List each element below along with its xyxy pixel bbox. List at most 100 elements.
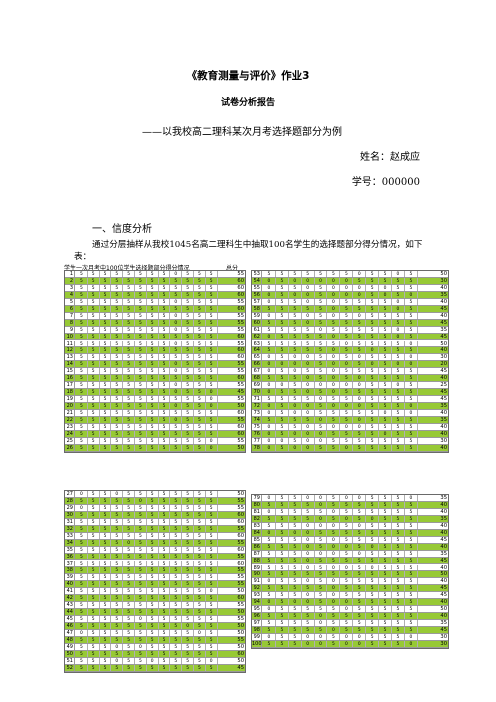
row-number: 24 (66, 430, 75, 437)
score-cell: 5 (340, 578, 354, 584)
score-cell: 0 (302, 599, 315, 605)
score-cell: 5 (379, 416, 392, 423)
score-cell: 5 (289, 550, 302, 557)
row-number: 8 (65, 319, 75, 326)
score-cell: 5 (405, 620, 418, 626)
score-cell: 0 (170, 382, 183, 388)
row-number: 49 (66, 643, 75, 650)
score-cell: 5 (276, 319, 289, 326)
score-cell: 0 (302, 640, 315, 647)
score-cell: 0 (302, 389, 315, 395)
score-cell: 5 (123, 403, 135, 409)
score-cell: 5 (315, 592, 328, 598)
score-cell: 5 (340, 501, 354, 508)
score-cell: 5 (289, 312, 302, 319)
score-cell: 0 (353, 423, 367, 430)
total-score: 55 (237, 497, 244, 504)
score-cell: 5 (392, 634, 405, 640)
score-cell: 5 (353, 592, 367, 598)
score-cell: 5 (340, 305, 354, 312)
score-cell: 5 (123, 340, 135, 347)
row-number: 97 (253, 620, 262, 627)
score-cell: 5 (147, 623, 159, 629)
table-row: 59 0 5 5 0 5 0 5 0 5 5 5 5 40 (252, 312, 448, 320)
score-cell: 0 (315, 437, 328, 444)
score-cell: 5 (206, 347, 218, 353)
score-cell: 5 (379, 437, 392, 444)
score-cell: 5 (315, 298, 328, 305)
score-cell: 5 (170, 375, 183, 381)
score-cell: 0 (315, 620, 328, 626)
score-cell: 5 (353, 606, 367, 612)
row-number: 83 (253, 522, 262, 529)
score-cell: 5 (159, 437, 171, 444)
row-number: 21 (66, 410, 75, 416)
row-number: 6 (65, 305, 75, 312)
score-cell: 5 (88, 312, 100, 319)
score-cell: 0 (353, 495, 367, 501)
score-cell: 5 (405, 430, 418, 437)
score-cell: 5 (135, 298, 147, 305)
score-cell: 5 (263, 571, 276, 577)
score-cell: 5 (366, 495, 380, 501)
score-cell: 5 (392, 495, 405, 501)
score-cell: 5 (147, 277, 159, 284)
score-cell: 5 (170, 581, 183, 587)
score-cell: 5 (123, 546, 135, 553)
score-cell: 0 (289, 444, 302, 451)
score-cell: 5 (263, 326, 276, 333)
table-row: 37 5 5 5 5 5 5 5 5 5 5 5 5 60 (65, 560, 245, 568)
score-cell: 0 (302, 319, 315, 326)
score-cell: 5 (289, 592, 302, 598)
score-cell: 5 (88, 333, 100, 340)
score-cell: 5 (182, 403, 194, 409)
score-cell: 0 (353, 271, 367, 277)
row-number: 58 (253, 305, 262, 312)
score-cell: 5 (353, 368, 367, 374)
score-cell: 5 (170, 410, 183, 416)
table-row: 50 5 5 5 5 5 5 5 5 5 5 5 5 60 (65, 650, 245, 658)
total-score: 45 (440, 368, 447, 375)
score-cell: 5 (263, 536, 276, 543)
score-cell: 0 (353, 550, 367, 557)
score-cell: 5 (182, 375, 194, 381)
score-cell: 5 (289, 571, 302, 577)
score-cell: 5 (159, 410, 171, 416)
score-cell: 0 (328, 333, 341, 340)
score-cell: 5 (182, 525, 194, 532)
row-number: 54 (253, 277, 262, 284)
score-cell: 5 (135, 602, 147, 608)
score-cell: 5 (100, 623, 112, 629)
row-number: 75 (253, 423, 262, 430)
score-cell: 5 (135, 539, 147, 546)
total-score: 45 (237, 389, 244, 396)
score-cell: 5 (379, 599, 392, 605)
score-cell: 5 (353, 585, 367, 591)
row-number: 9 (65, 326, 75, 333)
row-number: 81 (253, 508, 262, 515)
score-cell: 5 (392, 501, 405, 508)
score-cell: 5 (206, 416, 218, 423)
score-cell: 5 (194, 546, 206, 553)
score-cell: 5 (135, 630, 147, 636)
row-number: 79 (253, 495, 262, 501)
score-cell: 5 (88, 410, 100, 416)
score-cell: 5 (111, 368, 124, 374)
score-cell: 5 (340, 333, 354, 340)
table-row: 21 5 5 5 5 5 5 5 5 5 5 5 5 60 (65, 410, 245, 417)
score-cell: 5 (328, 634, 341, 640)
score-cell: 5 (135, 623, 147, 629)
score-cell: 5 (135, 396, 147, 402)
score-cell: 0 (405, 354, 418, 360)
score-cell: 5 (392, 508, 405, 515)
score-cell: 0 (328, 550, 341, 557)
score-cell: 5 (100, 368, 112, 374)
score-cell: 5 (194, 326, 206, 333)
total-score: 40 (440, 599, 447, 606)
score-cell: 5 (135, 277, 147, 284)
table-row: 57 0 5 5 0 5 0 5 5 5 5 0 5 40 (252, 298, 448, 306)
table-row: 56 0 5 0 0 5 0 0 0 5 0 5 0 35 (252, 291, 448, 299)
score-cell: 5 (159, 595, 171, 601)
score-cell: 5 (289, 515, 302, 522)
score-cell: 5 (76, 643, 88, 650)
